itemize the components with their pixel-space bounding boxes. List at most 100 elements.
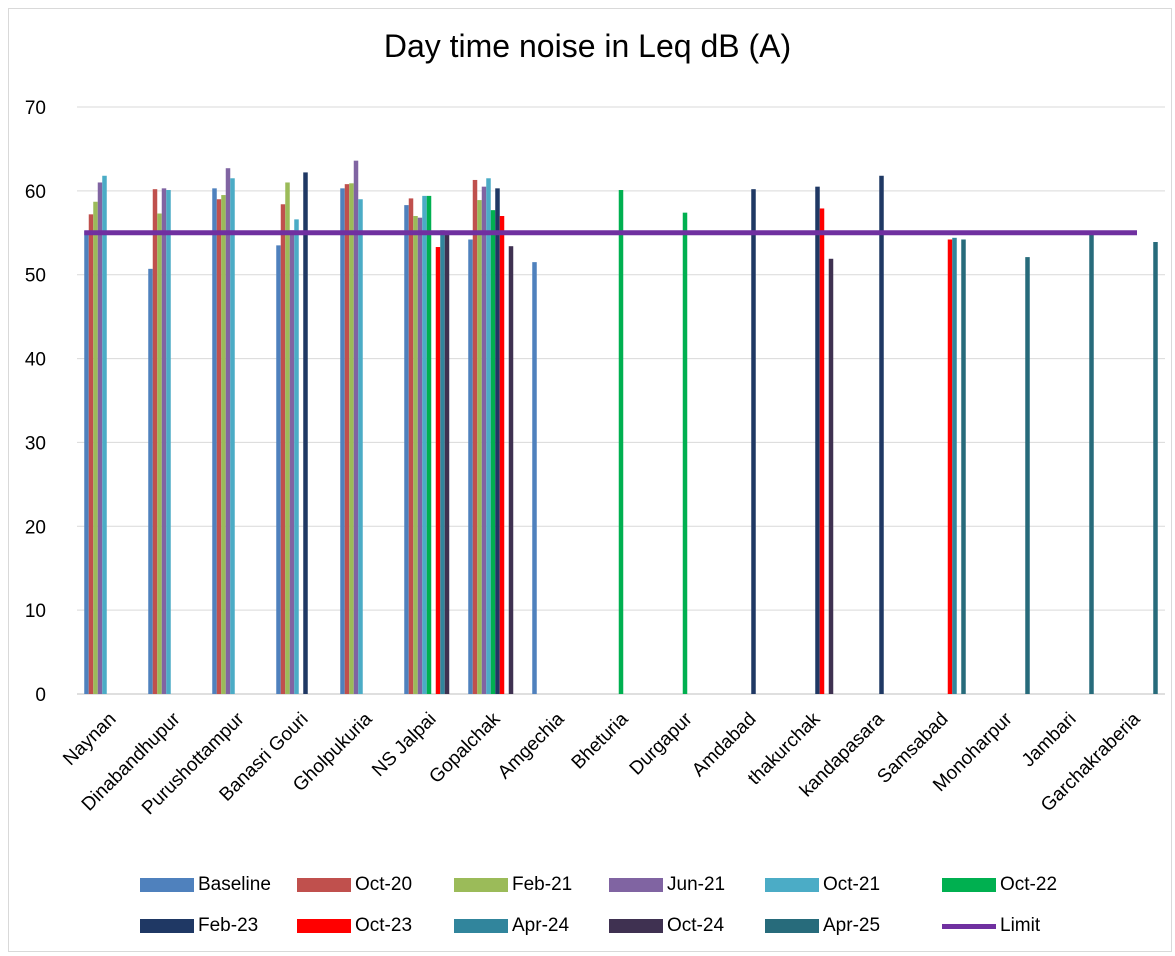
bar-apr-25	[1089, 234, 1094, 694]
bar-oct-20	[216, 199, 222, 694]
y-tick-label: 20	[25, 517, 46, 538]
x-tick-label: Gopalchak	[425, 708, 504, 787]
legend-label: Baseline	[198, 874, 271, 895]
bar-oct-22	[618, 190, 624, 695]
bar-oct-24	[444, 231, 450, 694]
legend-label: Oct-20	[355, 874, 413, 895]
bar-jun-21	[161, 188, 167, 694]
legend-label: Oct-22	[1000, 874, 1058, 895]
legend-item-apr-24: Apr-24	[454, 915, 569, 937]
bar-oct-20	[152, 189, 158, 694]
bar-apr-25	[1153, 242, 1158, 694]
bar-jun-21	[481, 186, 487, 694]
bar-feb-23	[879, 175, 884, 694]
bar-baseline	[212, 188, 217, 694]
x-tick-label: Jambari	[1018, 709, 1081, 772]
legend-swatch	[297, 878, 351, 892]
bar-feb-21	[93, 201, 98, 694]
x-tick-label: Durgapur	[626, 708, 697, 779]
bar-apr-25	[961, 239, 966, 694]
legend-swatch	[454, 878, 508, 892]
bar-oct-21	[358, 199, 363, 694]
bar-feb-21	[157, 213, 162, 694]
bar-oct-21	[166, 190, 171, 695]
legend-label: Jun-21	[667, 874, 726, 895]
legend-swatch	[140, 878, 194, 892]
y-tick-label: 0	[35, 685, 46, 706]
legend-item-feb-21: Feb-21	[454, 874, 572, 896]
bar-apr-24	[952, 237, 957, 694]
legend-item-limit: Limit	[942, 915, 1040, 937]
legend-item-oct-23: Oct-23	[297, 915, 412, 937]
bar-baseline	[84, 231, 89, 694]
bar-feb-21	[413, 216, 418, 694]
bar-jun-21	[97, 182, 103, 694]
bar-feb-21	[477, 200, 482, 694]
bar-oct-21	[230, 178, 235, 694]
legend-item-baseline: Baseline	[140, 874, 271, 896]
bar-baseline	[340, 188, 345, 694]
bar-oct-23	[947, 239, 953, 694]
legend-swatch	[609, 878, 663, 892]
bar-feb-21	[349, 183, 354, 694]
bar-oct-20	[280, 204, 286, 694]
bar-oct-21	[102, 175, 107, 694]
legend-label: Apr-24	[512, 915, 570, 936]
bar-oct-20	[408, 198, 414, 694]
legend-label: Feb-21	[512, 874, 573, 895]
chart-frame	[8, 8, 1172, 952]
legend-item-jun-21: Jun-21	[609, 874, 725, 896]
legend-label: Oct-21	[823, 874, 881, 895]
bar-oct-21	[294, 219, 299, 694]
bar-apr-24	[440, 230, 445, 694]
legend-swatch	[454, 919, 508, 933]
bar-jun-21	[417, 217, 423, 695]
bar-oct-21	[422, 195, 427, 695]
y-tick-label: 60	[25, 182, 46, 203]
bar-feb-21	[285, 182, 290, 694]
y-tick-label: 40	[25, 350, 46, 371]
legend-item-oct-22: Oct-22	[942, 874, 1057, 896]
bar-oct-20	[472, 179, 478, 695]
legend-label: Limit	[1000, 915, 1041, 936]
y-tick-label: 50	[25, 266, 46, 287]
x-tick-label: Naynan	[59, 709, 120, 770]
bar-baseline	[276, 245, 281, 694]
legend-swatch	[942, 878, 996, 892]
bar-oct-23	[499, 216, 505, 694]
legend-label: Apr-25	[823, 915, 881, 936]
bar-jun-21	[225, 168, 231, 695]
chart-title: Day time noise in Leq dB (A)	[383, 28, 792, 64]
bar-oct-23	[435, 247, 441, 694]
x-tick-label: Bheturia	[568, 708, 633, 773]
bar-oct-24	[828, 258, 834, 694]
bar-jun-21	[353, 160, 359, 694]
legend-label: Feb-23	[198, 915, 259, 936]
bar-jun-21	[289, 230, 295, 694]
bar-oct-24	[508, 246, 514, 694]
bar-feb-23	[303, 172, 308, 694]
legend-swatch	[942, 923, 996, 929]
legend-swatch	[765, 878, 819, 892]
legend-item-feb-23: Feb-23	[140, 915, 258, 937]
legend-item-oct-20: Oct-20	[297, 874, 412, 896]
legend-swatch	[140, 919, 194, 933]
x-tick-label: Amgechia	[494, 708, 569, 783]
bar-oct-20	[88, 214, 94, 694]
bar-oct-22	[490, 210, 496, 694]
bar-feb-23	[751, 189, 756, 694]
y-tick-label: 30	[25, 433, 46, 454]
legend-label: Oct-23	[355, 915, 413, 936]
legend-swatch	[765, 919, 819, 933]
y-tick-label: 70	[25, 98, 46, 119]
legend-label: Oct-24	[667, 915, 725, 936]
bar-oct-22	[426, 195, 432, 695]
bar-feb-21	[221, 195, 226, 695]
legend-swatch	[609, 919, 663, 933]
bar-oct-22	[682, 212, 688, 694]
bar-baseline	[148, 268, 153, 694]
bar-oct-23	[819, 208, 825, 694]
legend-swatch	[297, 919, 351, 933]
legend-item-oct-24: Oct-24	[609, 915, 724, 937]
